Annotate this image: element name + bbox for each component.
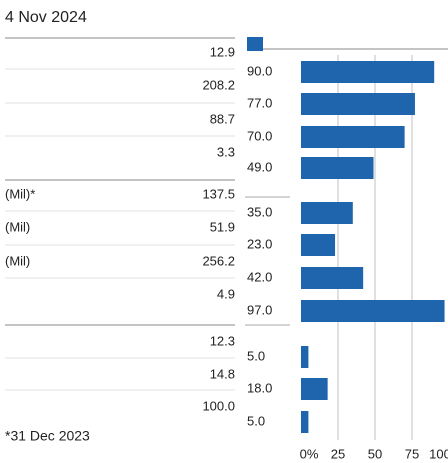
value-label: 70.0 xyxy=(247,128,272,143)
x-tick-label: 75 xyxy=(405,446,419,461)
bar xyxy=(301,126,405,148)
row-label: (Mil) xyxy=(5,253,30,268)
bar xyxy=(301,234,336,256)
x-tick-label: 0% xyxy=(300,446,319,461)
row-value: 137.5 xyxy=(202,186,235,201)
value-label: 5.0 xyxy=(247,348,265,363)
x-tick-label: 50 xyxy=(368,446,382,461)
row-value: 12.9 xyxy=(210,44,235,59)
value-label: 42.0 xyxy=(247,269,272,284)
bar xyxy=(301,300,445,322)
row-value: 256.2 xyxy=(202,253,235,268)
bar xyxy=(301,157,374,179)
row-value: 14.8 xyxy=(210,366,235,381)
x-tick-label: 100 xyxy=(429,446,448,461)
bar xyxy=(301,346,309,368)
row-value: 3.3 xyxy=(217,144,235,159)
bar xyxy=(301,61,435,83)
value-label: 77.0 xyxy=(247,95,272,110)
value-label: 18.0 xyxy=(247,380,272,395)
value-label: 49.0 xyxy=(247,159,272,174)
row-value: 12.3 xyxy=(210,333,235,348)
value-label: 5.0 xyxy=(247,413,265,428)
row-value: 88.7 xyxy=(210,111,235,126)
bar xyxy=(301,267,364,289)
page-title: 4 Nov 2024 xyxy=(5,9,87,26)
row-label: (Mil)* xyxy=(5,186,35,201)
bar xyxy=(301,202,353,224)
x-tick-label: 25 xyxy=(331,446,345,461)
value-label: 90.0 xyxy=(247,63,272,78)
value-label: 97.0 xyxy=(247,302,272,317)
bar xyxy=(301,411,309,433)
row-label: (Mil) xyxy=(5,219,30,234)
row-value: 208.2 xyxy=(202,77,235,92)
row-value: 51.9 xyxy=(210,219,235,234)
row-value: 4.9 xyxy=(217,286,235,301)
value-label: 35.0 xyxy=(247,204,272,219)
footnote: *31 Dec 2023 xyxy=(5,428,90,444)
value-label: 23.0 xyxy=(247,236,272,251)
bar xyxy=(301,378,328,400)
row-value: 100.0 xyxy=(202,398,235,413)
legend-swatch xyxy=(247,37,263,51)
bar xyxy=(301,93,415,115)
